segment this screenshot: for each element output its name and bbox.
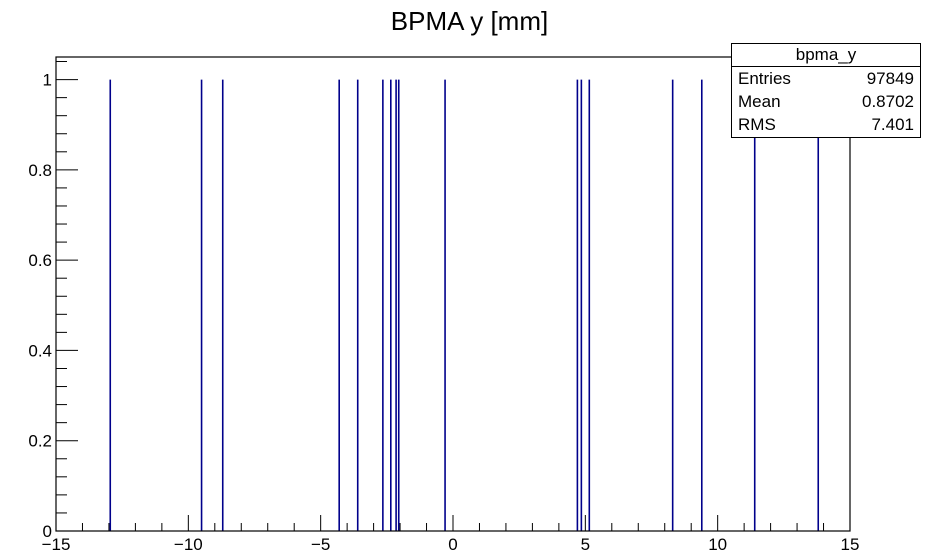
y-tick-label: 0 (43, 522, 52, 541)
y-tick-label: 0.4 (28, 341, 52, 360)
stats-label: RMS (738, 115, 776, 134)
x-tick-label: −15 (42, 535, 71, 554)
chart-title: BPMA y [mm] (390, 6, 549, 36)
stats-box-name: bpma_y (732, 44, 920, 67)
tick-labels: −15 −10 −5 0 5 10 15 0 0.2 0.4 0.6 0.8 1 (28, 71, 859, 554)
stats-label: Mean (738, 92, 781, 111)
x-tick-label: 10 (708, 535, 727, 554)
x-tick-label: 15 (841, 535, 860, 554)
y-tick-label: 0.6 (28, 251, 52, 270)
stats-row-mean: Mean 0.8702 (732, 90, 920, 113)
stats-label: Entries (738, 69, 791, 88)
stats-value: 97849 (866, 69, 914, 88)
histogram-lines (109, 79, 820, 531)
y-tick-label: 1 (43, 71, 52, 90)
x-tick-label: 0 (448, 535, 457, 554)
stats-row-rms: RMS 7.401 (732, 113, 920, 136)
stats-value: 7.401 (871, 115, 914, 134)
stats-row-entries: Entries 97849 (732, 67, 920, 90)
x-tick-label: 5 (581, 535, 590, 554)
y-tick-label: 0.8 (28, 161, 52, 180)
stats-value: 0.8702 (862, 92, 914, 111)
y-tick-label: 0.2 (28, 432, 52, 451)
x-tick-label: −5 (311, 535, 330, 554)
stats-box: bpma_y Entries 97849 Mean 0.8702 RMS 7.4… (731, 43, 921, 138)
x-tick-label: −10 (174, 535, 203, 554)
axis-ticks (55, 61, 851, 532)
